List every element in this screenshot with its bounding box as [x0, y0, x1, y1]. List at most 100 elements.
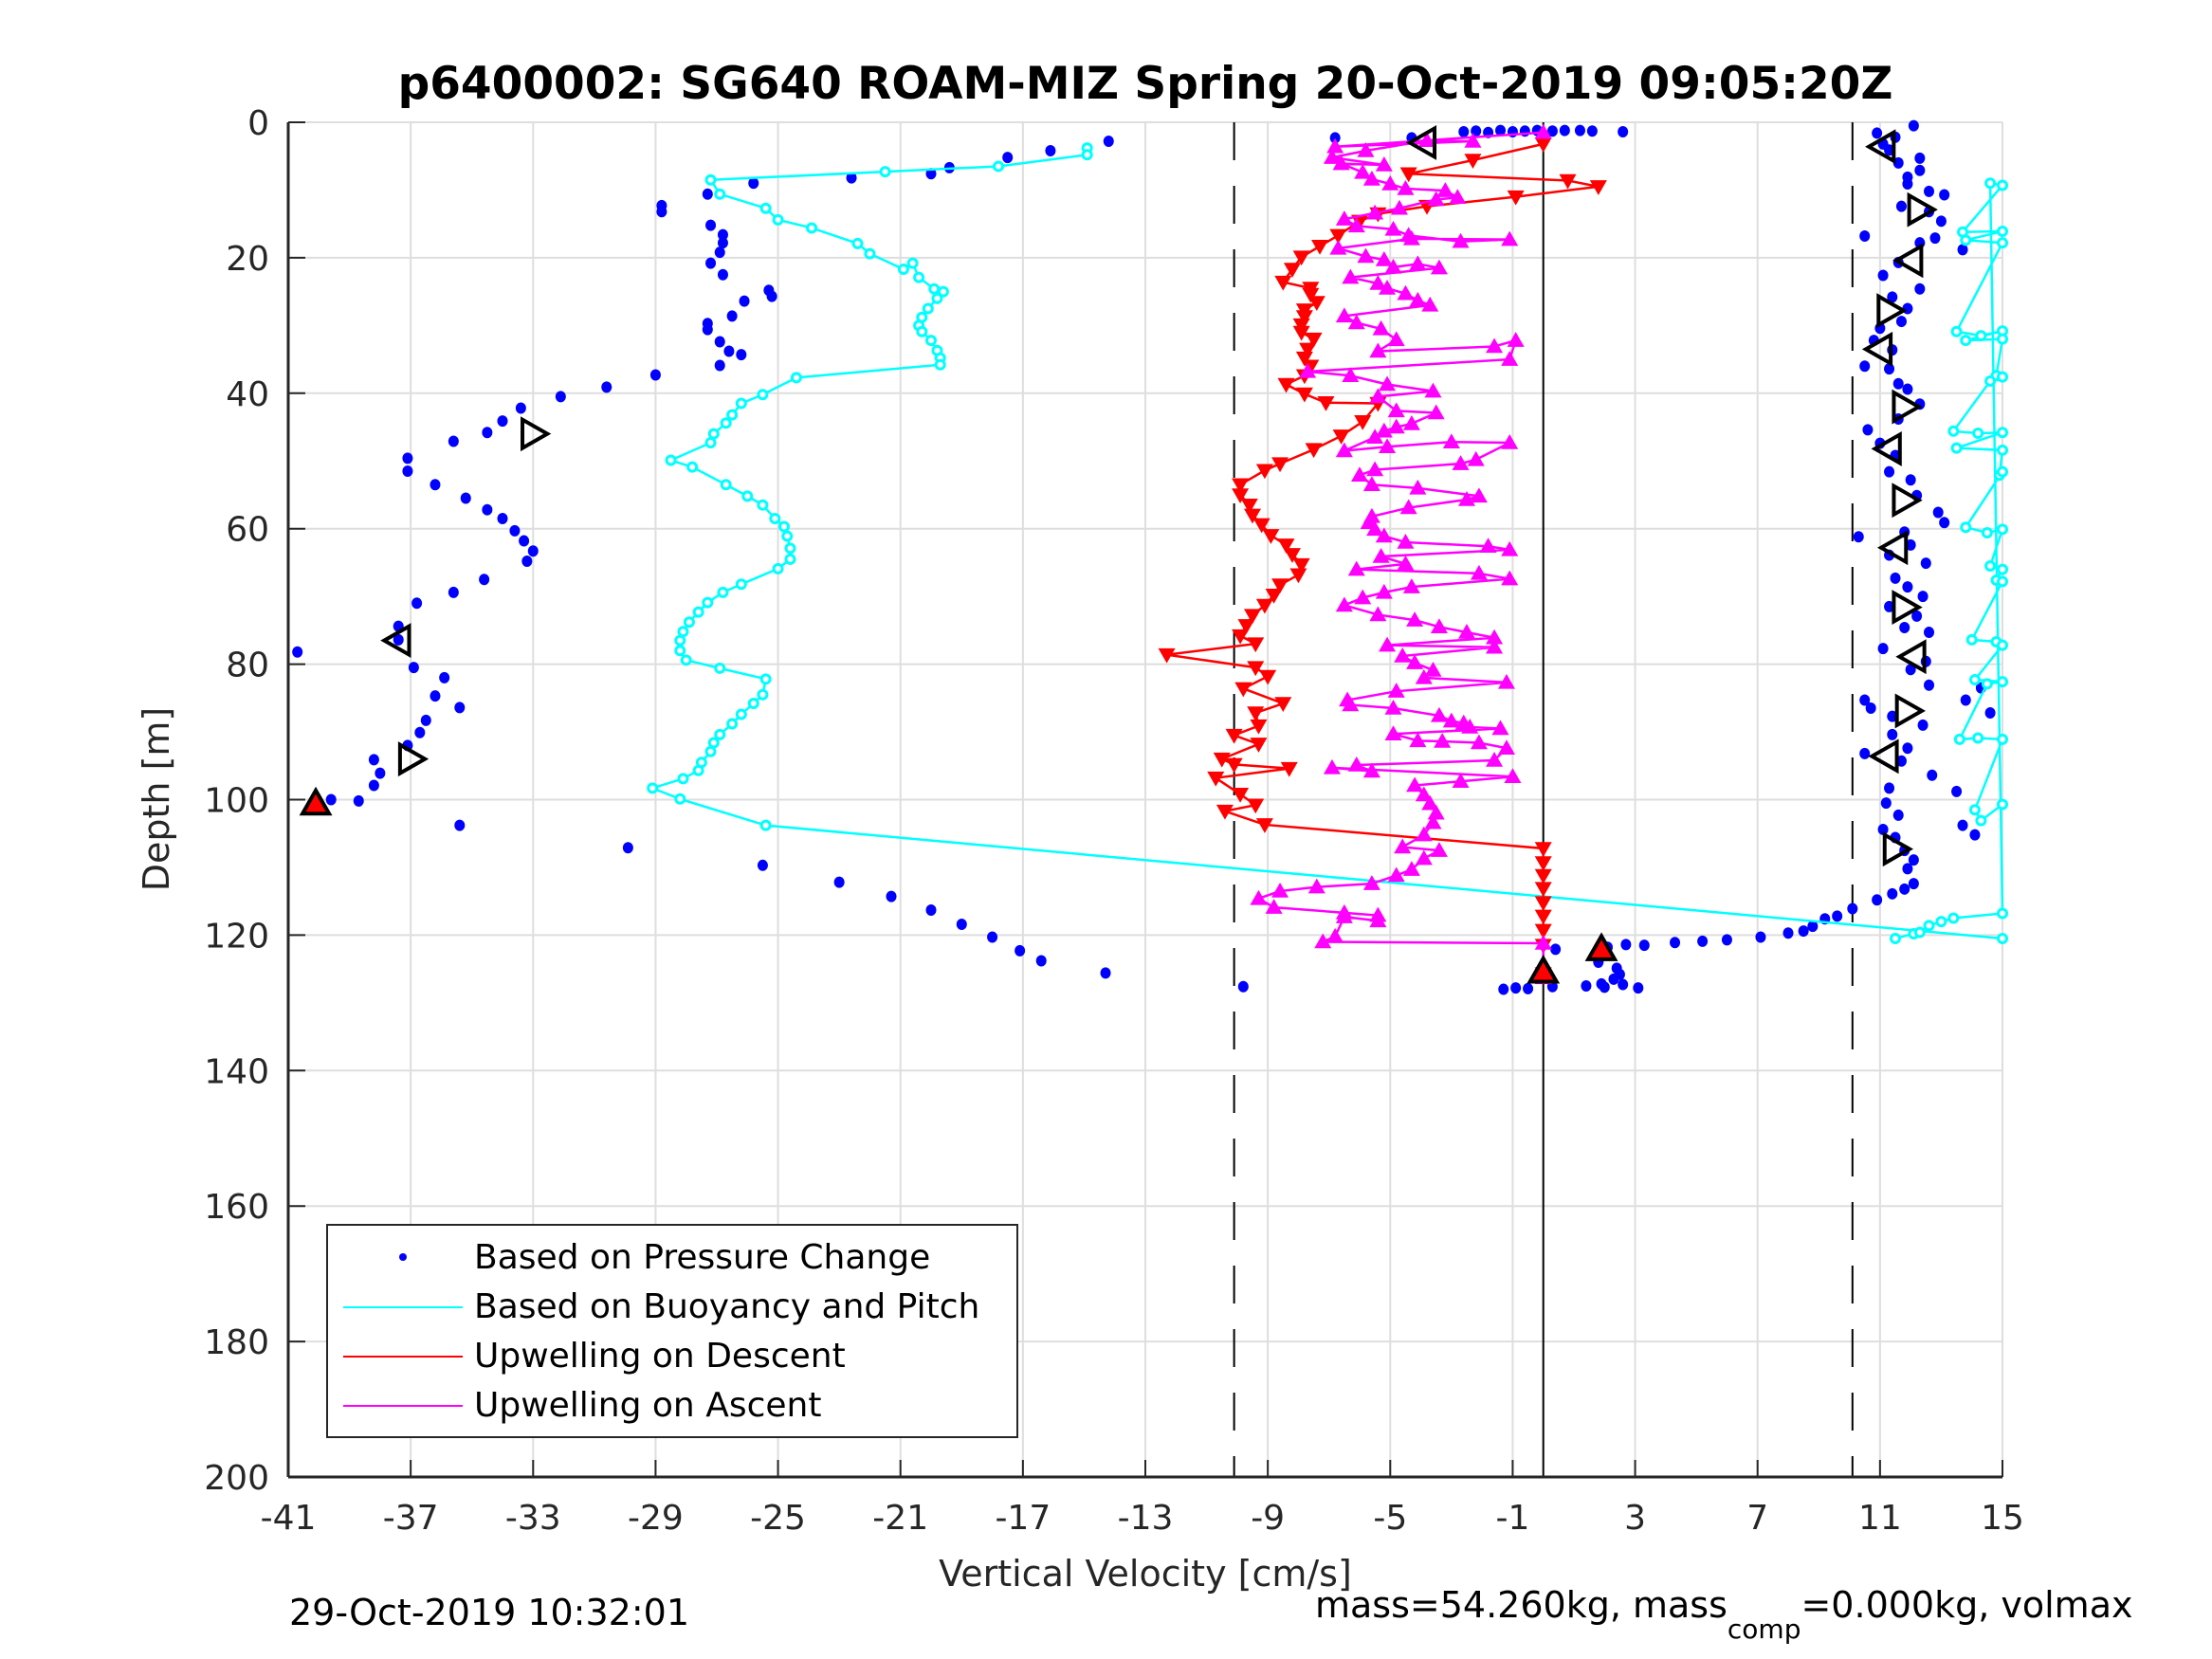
- data-point: [784, 553, 796, 565]
- data-point: [1947, 425, 1960, 437]
- event-marker-right: [1892, 389, 1923, 425]
- y-axis-label: Depth [m]: [136, 707, 177, 892]
- event-marker-right: [397, 741, 430, 777]
- data-point: [702, 188, 713, 200]
- data-point: [757, 688, 769, 701]
- data-point: [1599, 981, 1610, 994]
- data-point: [906, 257, 919, 269]
- data-point: [1436, 182, 1454, 197]
- data-point: [509, 524, 521, 537]
- data-point: [717, 228, 728, 241]
- data-point: [1274, 275, 1292, 291]
- data-point: [1911, 610, 1923, 622]
- data-point: [375, 767, 386, 779]
- data-point: [680, 654, 692, 666]
- data-point: [683, 616, 695, 629]
- data-point: [1997, 465, 2008, 478]
- data-point: [1984, 559, 1997, 572]
- data-point: [1379, 636, 1397, 652]
- data-point: [1960, 694, 1971, 706]
- data-point: [1255, 818, 1273, 833]
- data-point: [1670, 937, 1681, 949]
- data-point: [1299, 342, 1317, 358]
- data-point: [1486, 638, 1504, 654]
- data-point: [1877, 269, 1889, 282]
- data-point: [1305, 332, 1323, 348]
- legend-box: [326, 1224, 1018, 1438]
- data-point: [1252, 518, 1271, 534]
- data-point: [1207, 771, 1225, 787]
- data-point: [1917, 719, 1929, 731]
- data-point: [1430, 618, 1448, 634]
- data-point: [519, 535, 530, 547]
- data-point: [1342, 268, 1360, 284]
- data-point: [1960, 335, 1972, 347]
- data-point: [1914, 152, 1926, 164]
- data-point: [1923, 920, 1935, 932]
- data-point: [1981, 526, 1993, 538]
- data-point: [1434, 733, 1452, 748]
- data-point: [1498, 983, 1509, 995]
- data-point: [1939, 517, 1950, 529]
- data-point: [368, 779, 379, 792]
- data-point: [1929, 232, 1941, 245]
- data-point: [1372, 547, 1390, 563]
- data-point: [1902, 383, 1913, 395]
- data-point: [1452, 773, 1470, 788]
- data-point: [717, 268, 728, 281]
- event-marker-left: [380, 623, 411, 659]
- series-event-markers-red-filled-: [299, 786, 1618, 984]
- data-point: [1366, 428, 1384, 444]
- data-point: [1329, 239, 1347, 255]
- y-tick-label: 20: [226, 240, 269, 279]
- data-point: [622, 842, 633, 854]
- data-point: [1354, 415, 1372, 430]
- data-point: [1384, 725, 1402, 740]
- data-point: [1225, 728, 1243, 744]
- data-point: [1950, 325, 1963, 337]
- data-point: [1534, 137, 1552, 153]
- data-point: [766, 290, 777, 302]
- data-point: [1362, 476, 1380, 492]
- data-point: [772, 213, 784, 226]
- series-based-on-buoyancy-and-pitch-dive-: [647, 142, 2008, 944]
- event-marker-right: [1907, 191, 1938, 228]
- data-point: [368, 754, 379, 766]
- data-point: [1394, 838, 1412, 854]
- data-point: [1501, 433, 1519, 449]
- data-point: [1859, 360, 1871, 373]
- data-point: [1877, 643, 1889, 655]
- data-point: [1546, 125, 1558, 137]
- data-point: [1427, 404, 1445, 420]
- data-point: [1427, 191, 1445, 207]
- data-point: [1495, 124, 1507, 137]
- data-point: [714, 359, 725, 372]
- data-point: [1935, 916, 1947, 928]
- legend-marker-pressure: [399, 1253, 407, 1261]
- data-point: [1968, 674, 1981, 686]
- data-point: [1366, 204, 1384, 220]
- data-point: [1399, 167, 1417, 183]
- data-point: [1464, 154, 1482, 170]
- data-point: [1232, 488, 1250, 503]
- data-point: [497, 415, 508, 428]
- event-marker-filled: [1584, 932, 1618, 961]
- data-point: [692, 606, 704, 618]
- data-point: [1486, 752, 1504, 767]
- data-point: [1421, 296, 1439, 312]
- data-point: [1406, 611, 1424, 627]
- data-point: [1927, 769, 1938, 781]
- event-marker-filled: [1526, 954, 1561, 984]
- data-point: [735, 708, 747, 720]
- data-point: [1997, 333, 2008, 345]
- data-point: [649, 369, 661, 381]
- data-point: [735, 578, 747, 591]
- data-point: [1884, 363, 1895, 375]
- data-point: [1497, 673, 1515, 689]
- data-point: [1002, 152, 1014, 164]
- data-point: [1902, 178, 1913, 191]
- data-point: [1307, 296, 1325, 312]
- data-point: [1442, 712, 1460, 728]
- data-point: [1501, 540, 1519, 556]
